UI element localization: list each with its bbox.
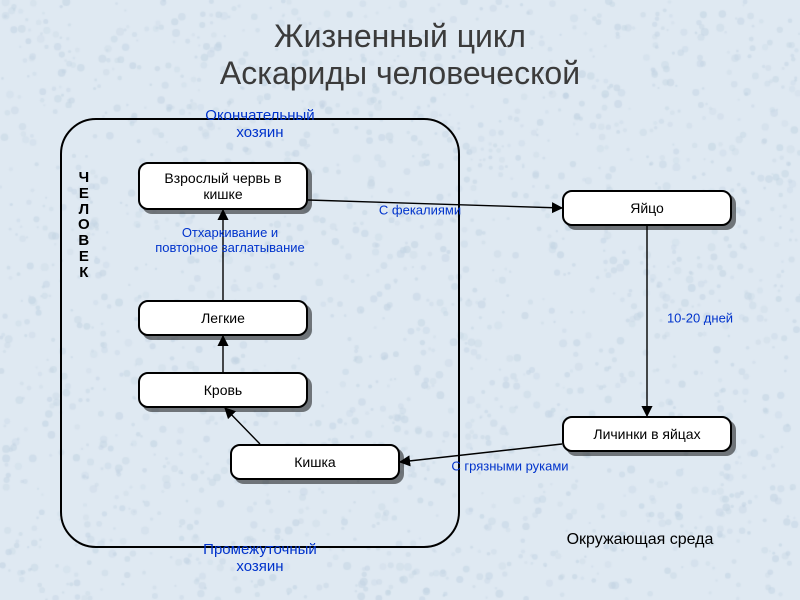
diagram-root: Жизненный цикл Аскариды человеческой ЧЕЛ… bbox=[0, 0, 800, 600]
label-intermediate-host: Промежуточныйхозяин bbox=[110, 541, 410, 575]
node-larvae: Личинки в яйцах bbox=[562, 416, 732, 452]
node-lungs-label: Легкие bbox=[201, 310, 245, 326]
node-lungs: Легкие bbox=[138, 300, 308, 336]
label-final-host: Окончательныйхозяин bbox=[110, 107, 410, 141]
node-larvae-label: Личинки в яйцах bbox=[593, 426, 700, 442]
node-adult-worm-label: Взрослый червь вкишке bbox=[164, 170, 281, 202]
node-blood-label: Кровь bbox=[204, 382, 242, 398]
page-title: Жизненный цикл Аскариды человеческой bbox=[0, 18, 800, 92]
node-egg-label: Яйцо bbox=[630, 200, 664, 216]
label-expectoration: Отхаркивание иповторное заглатывание bbox=[80, 225, 380, 255]
node-gut-label: Кишка bbox=[294, 454, 335, 470]
label-dirty-hands: С грязными руками bbox=[360, 459, 660, 474]
label-days: 10-20 дней bbox=[550, 311, 800, 326]
node-egg: Яйцо bbox=[562, 190, 732, 226]
title-line-2: Аскариды человеческой bbox=[0, 55, 800, 92]
label-feces: С фекалиями bbox=[270, 203, 570, 218]
node-blood: Кровь bbox=[138, 372, 308, 408]
label-environment: Окружающая среда bbox=[490, 531, 790, 549]
title-line-1: Жизненный цикл bbox=[0, 18, 800, 55]
